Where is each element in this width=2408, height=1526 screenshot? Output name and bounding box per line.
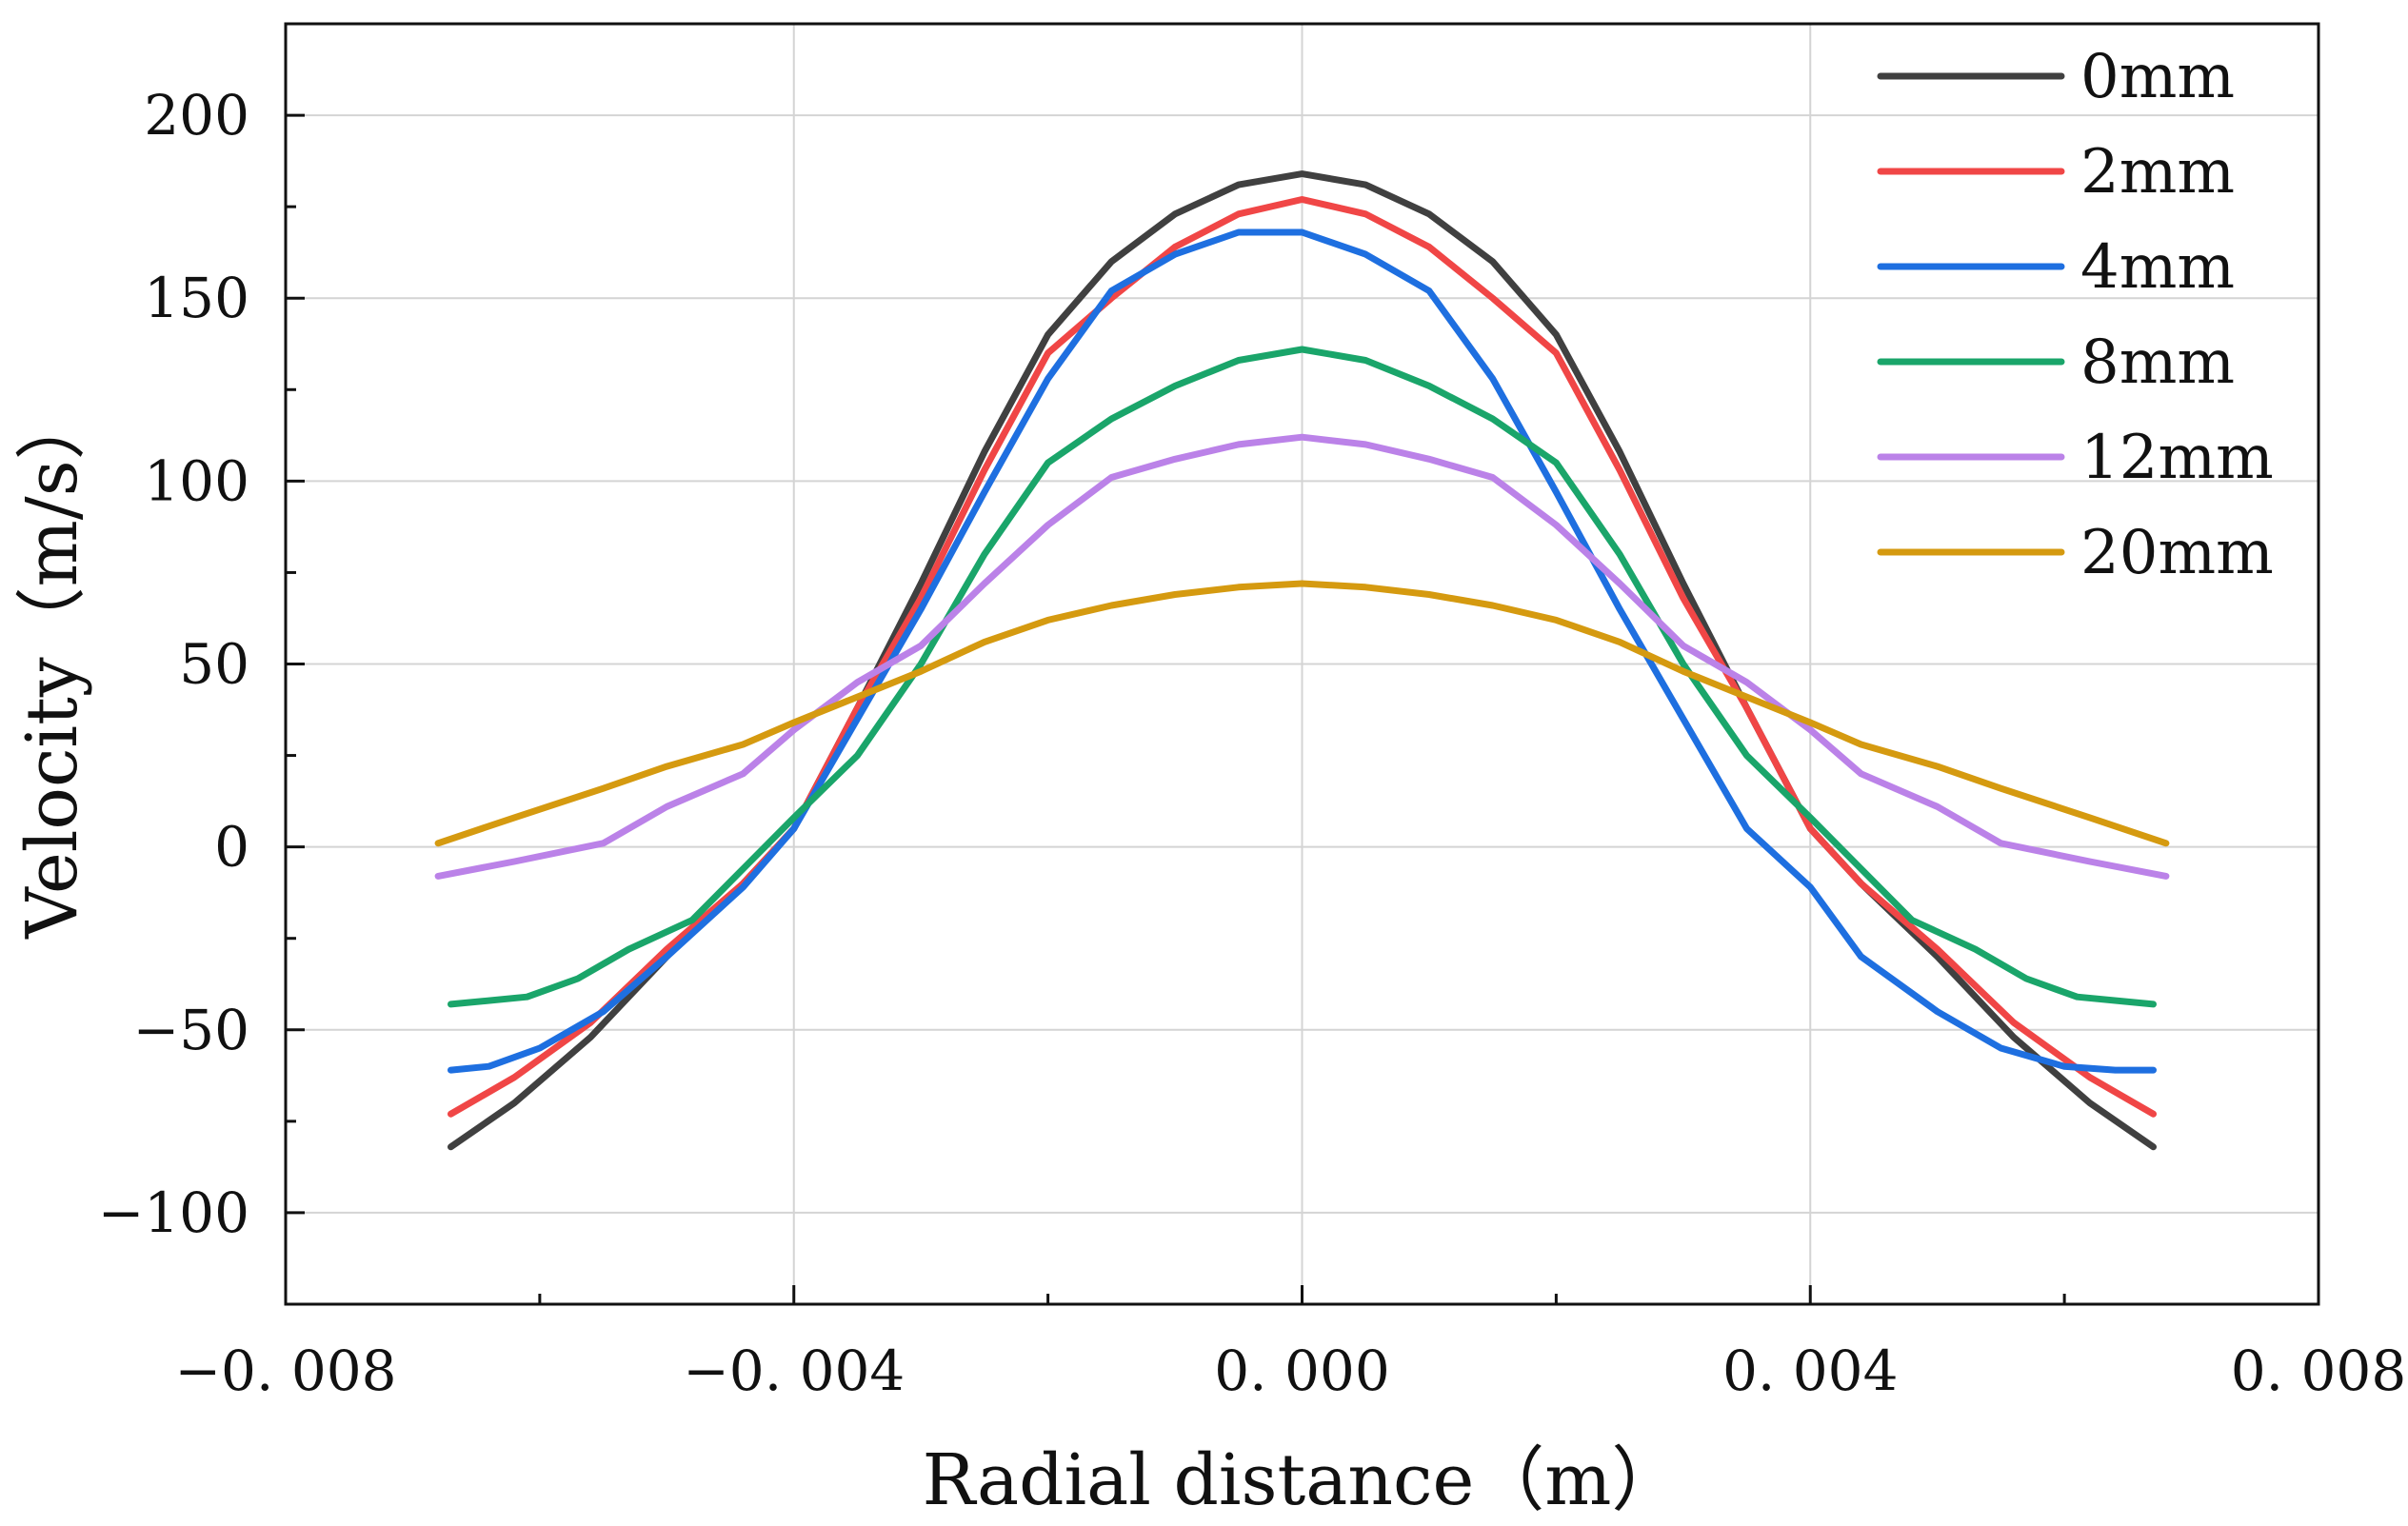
x-axis-label: Radial distance（m） bbox=[923, 1439, 1682, 1521]
x-tick-label: 0. 008 bbox=[2231, 1338, 2406, 1403]
y-axis-label: Velocity（m/s） bbox=[11, 389, 93, 939]
y-tick-label: 100 bbox=[144, 448, 249, 513]
y-tick-label: −50 bbox=[133, 998, 249, 1062]
series-layer bbox=[434, 170, 2170, 1151]
legend-label-0mm: 0mm bbox=[2080, 42, 2235, 112]
y-tick-label: 0 bbox=[214, 815, 249, 880]
grid-layer bbox=[286, 24, 2318, 1304]
x-tick-label: −0. 008 bbox=[174, 1338, 396, 1403]
legend: 0mm 2mm 4mm 8mm 12mm 20mm bbox=[1877, 42, 2274, 588]
legend-label-2mm: 2mm bbox=[2080, 137, 2235, 208]
legend-label-12mm: 12mm bbox=[2080, 423, 2274, 493]
axis-layer: −0. 008 −0. 004 0. 000 0. 004 0. 008 −100 −50 0… bbox=[98, 22, 2406, 1403]
series-line-8mm bbox=[448, 346, 2157, 1008]
y-tick-label: 150 bbox=[144, 266, 249, 330]
legend-label-20mm: 20mm bbox=[2080, 518, 2274, 588]
x-tick-label: −0. 004 bbox=[683, 1338, 905, 1403]
series-line-20mm bbox=[434, 580, 2170, 847]
y-tick-label: −100 bbox=[98, 1180, 249, 1245]
x-tick-label: 0. 004 bbox=[1722, 1338, 1898, 1403]
y-tick-label: 50 bbox=[179, 632, 249, 697]
y-tick-label: 200 bbox=[144, 83, 249, 148]
legend-label-4mm: 4mm bbox=[2080, 232, 2235, 303]
x-tick-label: 0. 000 bbox=[1214, 1338, 1389, 1403]
series-line-4mm bbox=[448, 228, 2157, 1074]
legend-label-8mm: 8mm bbox=[2080, 327, 2235, 398]
series-line-12mm bbox=[434, 433, 2170, 880]
